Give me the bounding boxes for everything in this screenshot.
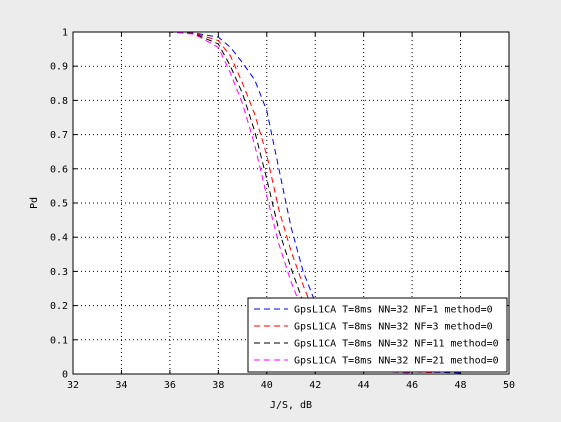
y-tick-label: 0.4	[50, 233, 68, 244]
y-tick-label: 0.2	[50, 301, 68, 312]
x-tick-label: 50	[503, 380, 515, 391]
x-axis-label: J/S, dB	[270, 400, 312, 411]
y-tick-label: 1	[62, 28, 68, 39]
legend-box	[247, 297, 508, 373]
y-tick-label: 0.9	[50, 62, 68, 73]
axis-ticks: 32 34 36 38 40 42 44 46 48 50 0 0.1 0.2 0.3 0.4 0.5 0.6 0…	[50, 28, 515, 392]
x-tick-label: 42	[309, 380, 321, 391]
legend-label: GpsL1CA T=8ms NN=32 NF=1 method=0	[294, 305, 493, 316]
y-tick-label: 0.6	[50, 164, 68, 175]
legend-label: GpsL1CA T=8ms NN=32 NF=11 method=0	[294, 339, 499, 350]
x-tick-label: 44	[358, 380, 370, 391]
y-tick-label: 0.7	[50, 130, 68, 141]
legend: GpsL1CA T=8ms NN=32 NF=1 method=0 GpsL1CA…	[247, 297, 508, 373]
x-tick-label: 38	[212, 380, 224, 391]
legend-label: GpsL1CA T=8ms NN=32 NF=21 method=0	[294, 356, 499, 367]
y-tick-label: 0.8	[50, 96, 68, 107]
x-tick-label: 46	[406, 380, 418, 391]
y-axis-label: Pd	[29, 197, 40, 209]
y-tick-label: 0	[62, 370, 68, 381]
y-tick-label: 0.5	[50, 199, 68, 210]
x-tick-label: 32	[67, 380, 79, 391]
x-tick-label: 36	[164, 380, 176, 391]
legend-label: GpsL1CA T=8ms NN=32 NF=3 method=0	[294, 322, 493, 333]
x-tick-label: 34	[115, 380, 127, 391]
y-tick-label: 0.3	[50, 267, 68, 278]
y-tick-label: 0.1	[50, 335, 68, 346]
x-tick-label: 48	[455, 380, 467, 391]
x-tick-label: 40	[261, 380, 273, 391]
